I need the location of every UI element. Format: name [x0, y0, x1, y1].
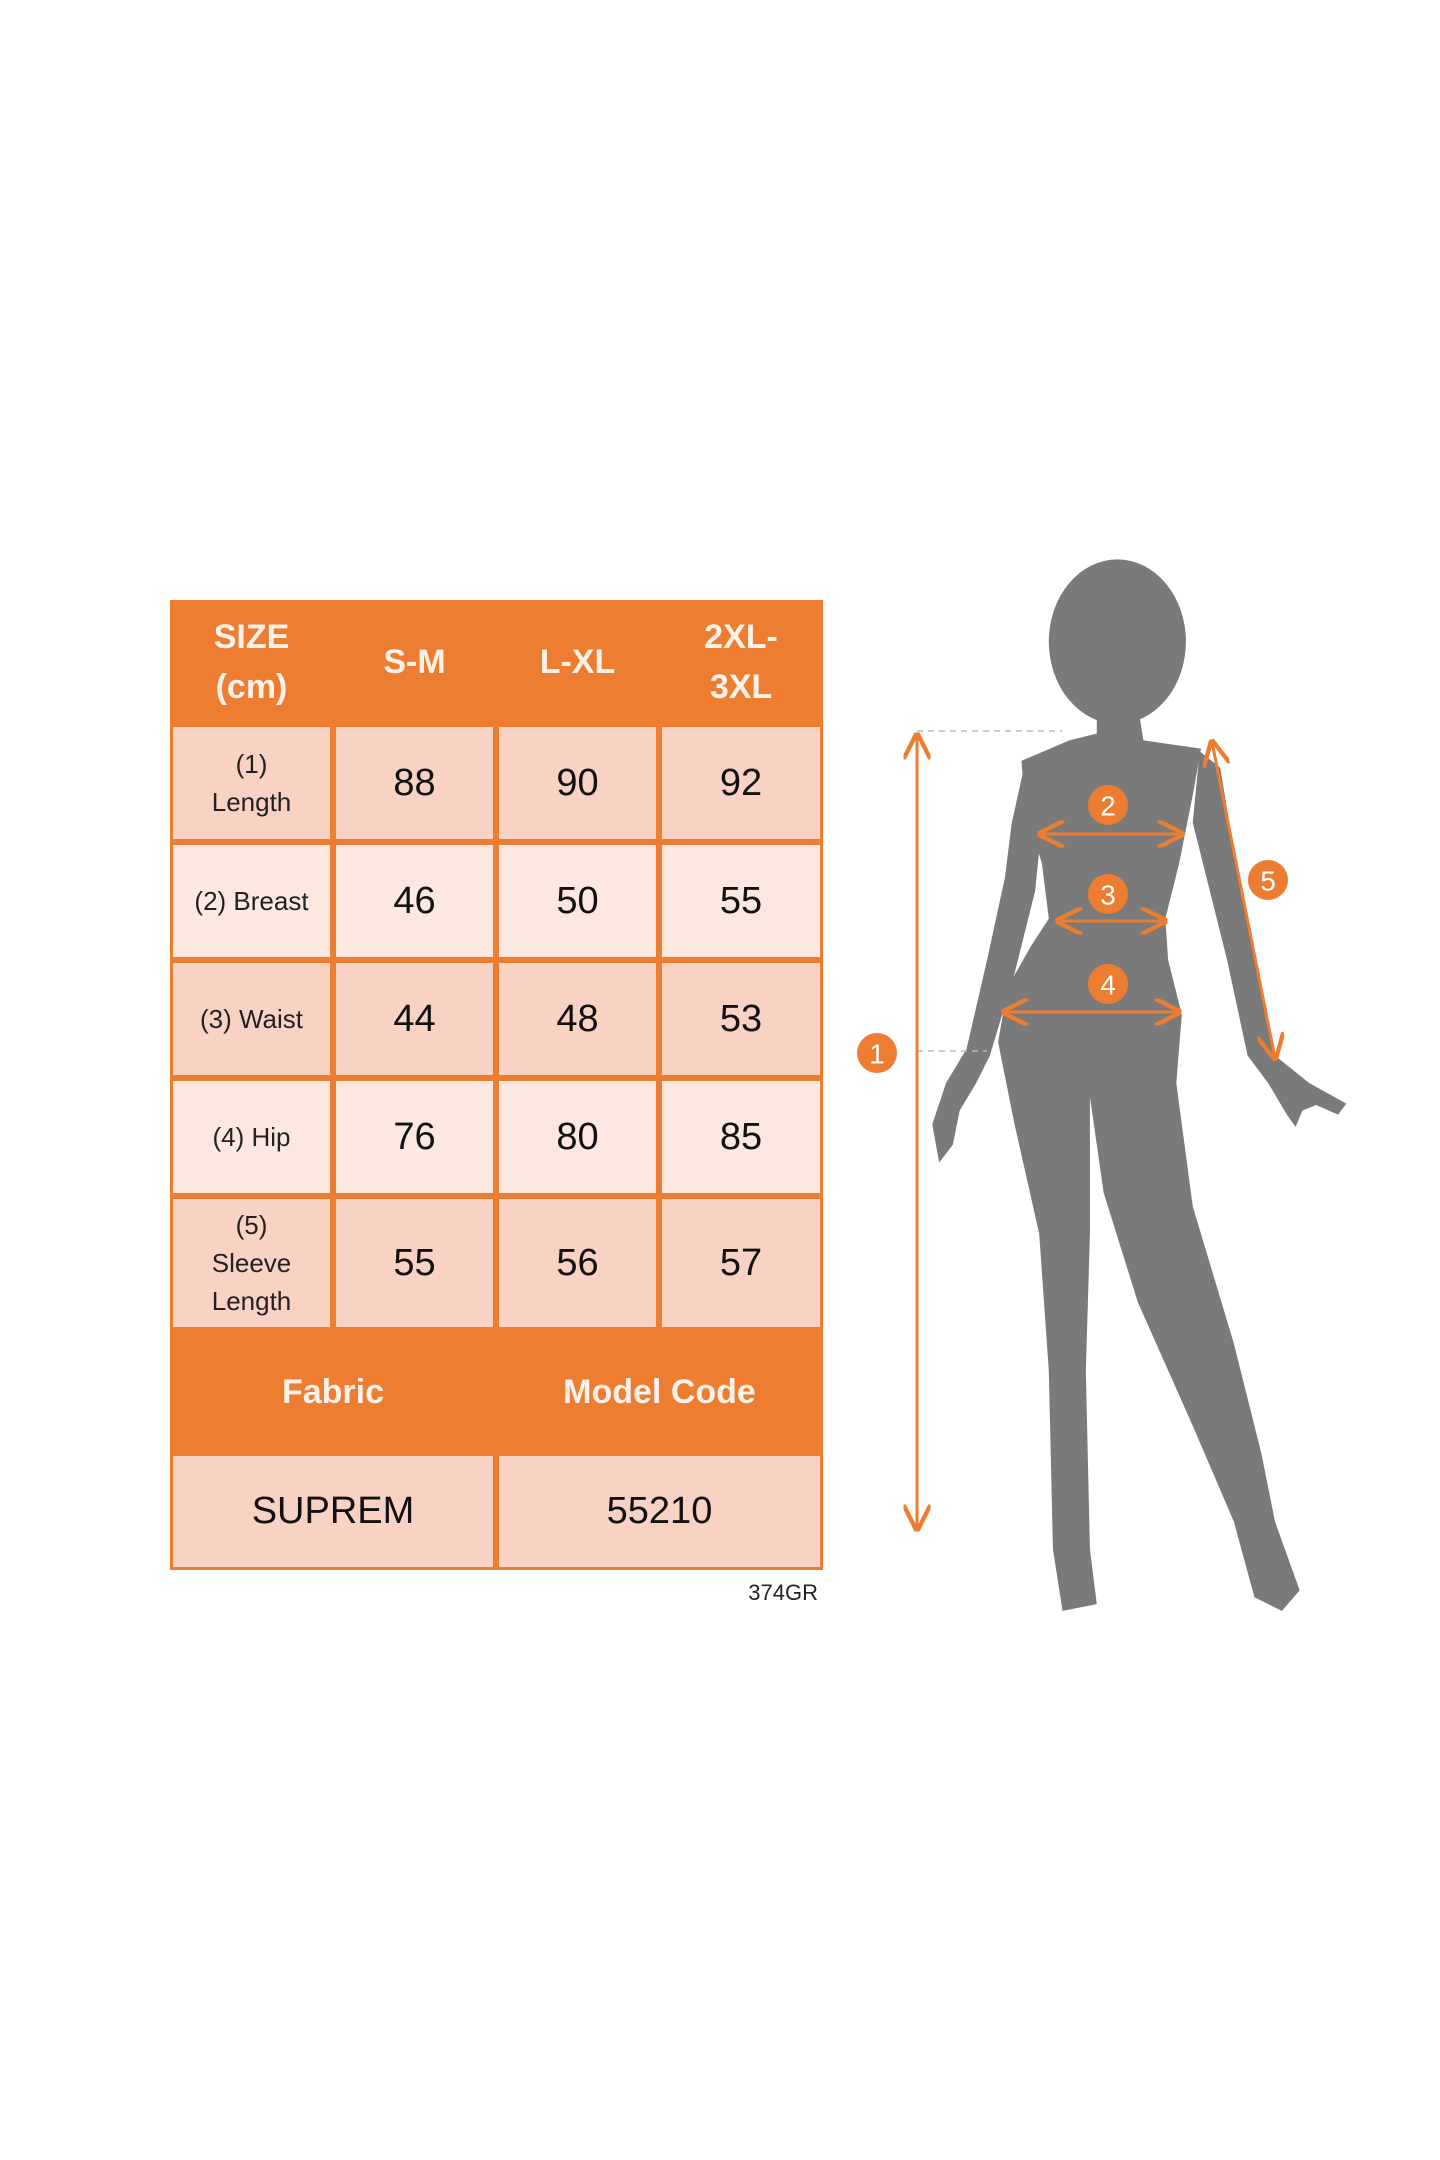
- arrow-sleeve: [1212, 742, 1275, 1058]
- header-cell: L-XL: [499, 603, 656, 721]
- size-value-cell: 50: [499, 845, 656, 957]
- marker-badge-4: 4: [1088, 964, 1128, 1004]
- model-code-header: Model Code: [499, 1333, 820, 1450]
- size-value-cell: 85: [662, 1081, 820, 1193]
- size-value-cell: 55: [662, 845, 820, 957]
- size-value-cell: 76: [336, 1081, 493, 1193]
- header-cell: 2XL- 3XL: [662, 603, 820, 721]
- size-value-cell-text: 55: [719, 879, 763, 922]
- size-value-cell-text: 55: [393, 1241, 436, 1284]
- marker-number: 4: [1100, 970, 1116, 1001]
- row-label: (5) Sleeve Length: [173, 1199, 330, 1327]
- size-value-cell: 44: [336, 963, 493, 1075]
- model-code-header-text: Model Code: [563, 1372, 756, 1411]
- size-value-cell-text: 92: [719, 761, 763, 804]
- fabric-header-text: Fabric: [281, 1372, 385, 1411]
- marker-badge-2: 2: [1088, 785, 1128, 825]
- model-code-value: 55210: [499, 1456, 820, 1567]
- header-cell: SIZE (cm): [173, 603, 330, 721]
- size-value-cell: 57: [662, 1199, 820, 1327]
- row-label-text: (3) Waist: [199, 1004, 304, 1034]
- size-value-cell-text: 48: [556, 997, 599, 1040]
- size-value-cell-text: 44: [393, 997, 436, 1040]
- marker-badge-5: 5: [1248, 860, 1288, 900]
- size-value-cell: 48: [499, 963, 656, 1075]
- size-value-cell-text: 80: [556, 1115, 599, 1158]
- fabric-header: Fabric: [173, 1333, 493, 1450]
- fabric-value-text: SUPREM: [251, 1490, 415, 1532]
- header-cell: S-M: [336, 603, 493, 721]
- size-value-cell-text: 90: [556, 761, 599, 804]
- size-value-cell: 80: [499, 1081, 656, 1193]
- marker-number: 5: [1260, 866, 1276, 897]
- header-cell-text: L-XL: [539, 643, 616, 681]
- woman-silhouette: [932, 559, 1347, 1611]
- size-value-cell-text: 46: [393, 879, 436, 922]
- row-label: (1) Length: [173, 727, 330, 839]
- size-value-cell: 90: [499, 727, 656, 839]
- product-code: 374GR: [748, 1580, 818, 1605]
- size-value-cell-text: 85: [719, 1115, 763, 1158]
- row-label-text: (2) Breast: [194, 886, 309, 916]
- size-value-cell-text: 57: [719, 1241, 763, 1284]
- size-value-cell: 56: [499, 1199, 656, 1327]
- size-value-cell: 88: [336, 727, 493, 839]
- header-cell-text: SIZE (cm): [213, 618, 290, 706]
- model-code-value-text: 55210: [606, 1490, 713, 1532]
- row-label-text: (5) Sleeve Length: [211, 1210, 292, 1316]
- fabric-value: SUPREM: [173, 1456, 493, 1567]
- size-value-cell: 92: [662, 727, 820, 839]
- marker-number: 2: [1100, 791, 1116, 822]
- row-label-text: (4) Hip: [212, 1122, 291, 1152]
- size-value-cell: 55: [336, 1199, 493, 1327]
- marker-number: 3: [1100, 880, 1116, 911]
- measurement-arrows: [917, 735, 1275, 1529]
- size-value-cell-text: 76: [393, 1115, 436, 1158]
- size-value-cell: 46: [336, 845, 493, 957]
- marker-number: 1: [869, 1039, 885, 1070]
- row-label: (3) Waist: [173, 963, 330, 1075]
- size-value-cell-text: 88: [393, 761, 436, 804]
- marker-badge-3: 3: [1088, 874, 1128, 914]
- marker-badge-1: 1: [857, 1033, 897, 1073]
- row-label-text: (1) Length: [211, 749, 292, 817]
- size-value-cell-text: 53: [719, 997, 763, 1040]
- size-value-cell-text: 56: [556, 1241, 599, 1284]
- size-value-cell: 53: [662, 963, 820, 1075]
- row-label: (4) Hip: [173, 1081, 330, 1193]
- size-chart-table: SIZE (cm) S-M L-XL 2XL- 3XL (1) Length 88 90 92…: [170, 600, 823, 1570]
- size-value-cell-text: 50: [556, 879, 599, 922]
- header-cell-text: S-M: [383, 643, 446, 681]
- row-label: (2) Breast: [173, 845, 330, 957]
- header-cell-text: 2XL- 3XL: [704, 618, 778, 706]
